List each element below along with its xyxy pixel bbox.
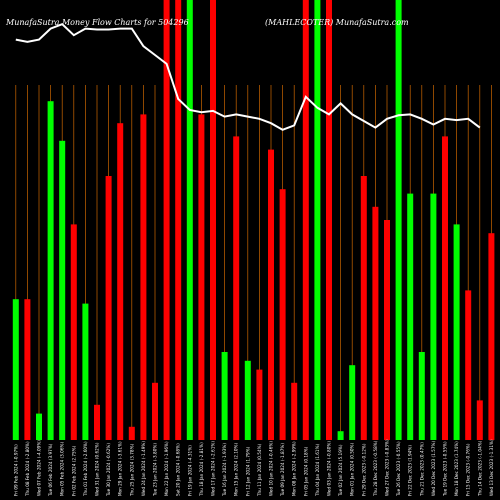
- x-tick-label: Mon 08 Jan 2024 (-2.99%): [292, 441, 297, 496]
- bar: [372, 206, 379, 440]
- x-tick-label: Thu 11 Jan 2024 (0.54%): [257, 443, 262, 497]
- bar: [36, 413, 42, 440]
- x-tick-label: Tue 26 Dec 2023 (-0.55%): [396, 441, 401, 497]
- x-tick-label: Sat 20 Jan 2024 (-0.68%): [176, 443, 181, 496]
- x-axis-labels: Fri 09 Feb 2024 (-0.97%) Thu 08 Feb 2024 …: [13, 439, 494, 497]
- x-tick-label: Fri 02 Feb 2024 (2.75%): [71, 445, 76, 496]
- x-tick-label: Fri 19 Jan 2024 (-4.31%): [187, 445, 192, 496]
- x-tick-label: Wed 03 Jan 2024 (-0.80%): [327, 441, 332, 496]
- bar: [349, 365, 356, 440]
- bar: [430, 193, 437, 440]
- bar: [186, 0, 193, 440]
- bar: [94, 404, 100, 440]
- x-tick-label: Mon 15 Jan 2024 (2.10%): [234, 442, 239, 496]
- x-tick-label: Tue 09 Jan 2024 (-1.87%): [280, 443, 285, 497]
- x-tick-label: Fri 12 Jan 2024 (1.79%): [245, 446, 250, 496]
- x-tick-label: Thu 14 Dec 2023 (-1.04%): [477, 440, 482, 497]
- x-tick-label: Thu 08 Feb 2024 (-2.80%): [25, 441, 30, 497]
- x-tick-label: Mon 01 Jan 2024 (0.50%): [350, 442, 355, 496]
- bar: [198, 114, 205, 441]
- bar: [291, 382, 298, 440]
- bar: [221, 352, 228, 440]
- x-tick-label: Wed 07 Feb 2024 (-4.09%): [37, 440, 42, 496]
- bar: [442, 136, 448, 440]
- x-tick-label: Mon 05 Feb 2024 (3.06%): [60, 442, 65, 496]
- x-tick-label: Fri 05 Jan 2024 (0.18%): [303, 446, 308, 496]
- x-tick-label: Tue 30 Jan 2024 (-0.62%): [106, 443, 111, 497]
- bar: [24, 299, 31, 440]
- x-tick-label: Fri 22 Dec 2023 (1.94%): [408, 445, 413, 496]
- bar: [465, 290, 472, 440]
- chart-title-left: MunafaSutra Money Flow Charts for 504296: [5, 18, 189, 27]
- x-tick-label: Thu 28 Dec 2023 (-0.58%): [373, 440, 378, 497]
- bar: [360, 176, 367, 440]
- x-tick-label: Wed 31 Jan 2024 (0.62%): [95, 442, 100, 496]
- bar: [244, 360, 251, 440]
- bar: [105, 176, 112, 440]
- x-tick-label: Thu 04 Jan 2024 (1.61%): [315, 443, 320, 497]
- x-tick-label: Mon 22 Jan 2024 (-1.96%): [164, 441, 169, 496]
- x-tick-label: Tue 19 Dec 2023 (-0.55%): [443, 441, 448, 497]
- x-tick-label: Tue 16 Jan 2024 (-1.93%): [222, 443, 227, 497]
- x-tick-label: Thu 25 Jan 2024 (3.78%): [129, 443, 134, 497]
- bar: [47, 101, 54, 440]
- x-tick-label: Wed 24 Jan 2024 (-1.49%): [141, 441, 146, 496]
- x-tick-label: Wed 20 Dec 2023 (1.57%): [431, 441, 436, 496]
- bar-series: [12, 0, 495, 441]
- bar: [128, 426, 135, 440]
- x-tick-label: Fri 09 Feb 2024 (-0.97%): [13, 444, 18, 496]
- bar: [140, 114, 147, 441]
- bar: [82, 303, 89, 440]
- x-tick-label: Fri 15 Dec 2023 (-0.76%): [466, 443, 471, 496]
- bar: [314, 0, 321, 440]
- bar: [117, 123, 124, 440]
- bar: [384, 220, 390, 440]
- x-tick-label: Wed 17 Jan 2024 (-2.61%): [211, 441, 216, 496]
- x-tick-label: Wed 10 Jan 2024 (-0.46%): [269, 441, 274, 496]
- bar: [268, 149, 274, 440]
- x-tick-label: Fri 29 Dec 2023 (-0.12%): [361, 443, 366, 496]
- x-tick-label: Wed 13 Dec 2023 (-1.31%): [489, 439, 494, 496]
- bar: [233, 136, 240, 440]
- chart-title-right: (MAHLECOTER) MunafaSutra.com: [265, 18, 409, 27]
- bar: [175, 0, 182, 440]
- bar: [302, 0, 309, 440]
- bar: [256, 369, 263, 440]
- bar: [279, 189, 286, 440]
- bar: [488, 233, 495, 440]
- bar: [453, 224, 460, 440]
- bar: [326, 0, 332, 440]
- bar: [59, 140, 66, 441]
- bar: [418, 352, 425, 440]
- bar: [70, 224, 77, 440]
- bar: [210, 0, 216, 440]
- x-tick-label: Mon 29 Jan 2024 (-3.61%): [118, 441, 123, 496]
- bar: [476, 400, 483, 440]
- bar: [337, 431, 344, 440]
- x-tick-label: Thu 18 Jan 2024 (-2.81%): [199, 442, 204, 497]
- bar: [163, 0, 170, 440]
- money-flow-line: [15, 23, 481, 131]
- x-tick-label: Tue 06 Feb 2024 (3.97%): [48, 443, 53, 497]
- bar: [395, 0, 402, 440]
- x-tick-label: Wed 27 Dec 2023 (-0.83%): [385, 439, 390, 496]
- x-tick-label: Thu 21 Dec 2023 (0.47%): [419, 442, 424, 497]
- x-tick-label: Tue 23 Jan 2024 (-3.80%): [153, 443, 158, 497]
- bar: [12, 299, 19, 440]
- x-tick-label: Tue 02 Jan 2024 (5.19%): [338, 444, 343, 497]
- bar: [152, 382, 158, 440]
- bar: [407, 193, 414, 440]
- x-tick-label: Thu 01 Feb 2024 (-2.60%): [83, 441, 88, 497]
- x-tick-label: Mon 18 Dec 2023 (1.74%): [454, 441, 459, 496]
